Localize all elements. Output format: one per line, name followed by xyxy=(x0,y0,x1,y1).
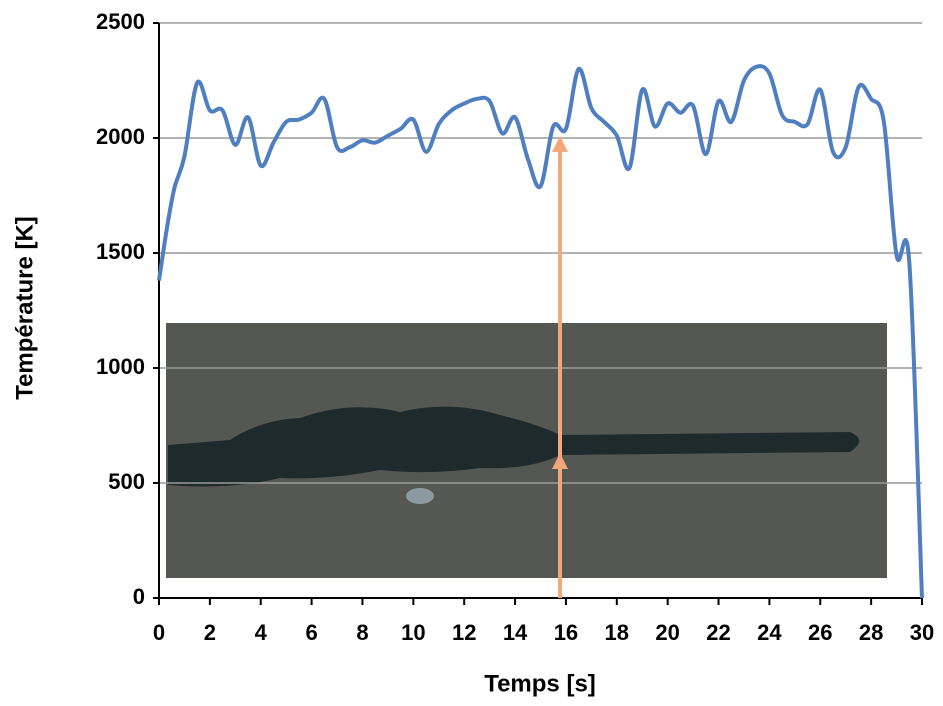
x-tick-label: 26 xyxy=(808,620,832,645)
line-series xyxy=(157,64,924,599)
x-tick-label: 20 xyxy=(655,620,679,645)
x-tick-label: 6 xyxy=(305,620,317,645)
y-tick-label: 1500 xyxy=(96,239,145,264)
x-tick-label: 8 xyxy=(356,620,368,645)
x-tick-label: 10 xyxy=(401,620,425,645)
inset-photo xyxy=(166,323,887,578)
x-tick-label: 0 xyxy=(153,620,165,645)
x-tick-label: 24 xyxy=(757,620,782,645)
y-tick-label: 500 xyxy=(108,469,145,494)
x-tick-label: 14 xyxy=(503,620,528,645)
x-tick-label: 30 xyxy=(910,620,934,645)
x-axis-title: Temps [s] xyxy=(484,670,596,697)
x-tick-label: 12 xyxy=(452,620,476,645)
x-tick-label: 18 xyxy=(605,620,629,645)
x-tick-label: 28 xyxy=(859,620,883,645)
y-tick-label: 1000 xyxy=(96,354,145,379)
x-tick-label: 22 xyxy=(706,620,730,645)
x-tick-label: 16 xyxy=(554,620,578,645)
annotation-arrow xyxy=(552,136,568,598)
y-tick-label: 2000 xyxy=(96,124,145,149)
y-axis-title: Température [K] xyxy=(11,216,38,400)
x-tick-label: 4 xyxy=(255,620,268,645)
x-tick-label: 2 xyxy=(204,620,216,645)
y-tick-label: 0 xyxy=(133,584,145,609)
y-tick-label: 2500 xyxy=(96,9,145,34)
